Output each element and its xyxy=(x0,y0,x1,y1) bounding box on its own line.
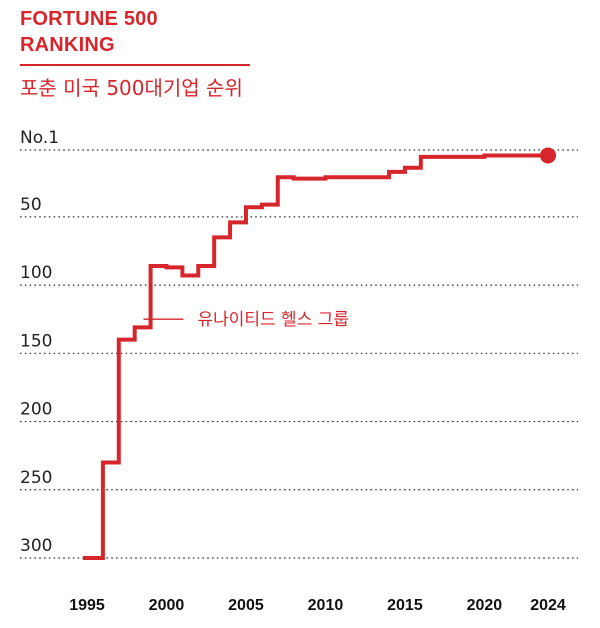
y-tick-label: No.1 xyxy=(20,128,59,148)
x-tick-label: 2015 xyxy=(387,597,423,614)
y-tick-label: 300 xyxy=(20,536,52,556)
y-tick-label: 200 xyxy=(20,400,52,420)
x-tick-label: 2020 xyxy=(467,597,503,614)
kicker-rule xyxy=(20,64,250,66)
x-tick-label: 2000 xyxy=(149,597,185,614)
series-line xyxy=(83,153,548,560)
x-tick-label: 2024 xyxy=(530,597,566,614)
end-marker-dot xyxy=(540,147,556,164)
chart-title: 포춘 미국 500대기업 순위 xyxy=(20,76,243,100)
x-tick-label: 1995 xyxy=(69,597,105,614)
series-annotation-label: 유나이티드 헬스 그룹 xyxy=(197,310,349,330)
chart-header: FORTUNE 500 RANKING 포춘 미국 500대기업 순위 xyxy=(20,6,250,102)
x-tick-label: 2005 xyxy=(228,597,264,614)
y-tick-label: 250 xyxy=(20,468,52,488)
x-tick-label: 2010 xyxy=(308,597,344,614)
chart-kicker: FORTUNE 500 RANKING xyxy=(20,8,158,56)
y-tick-label: 100 xyxy=(20,263,52,283)
y-tick-label: 150 xyxy=(20,331,52,351)
y-tick-label: 50 xyxy=(20,195,42,215)
